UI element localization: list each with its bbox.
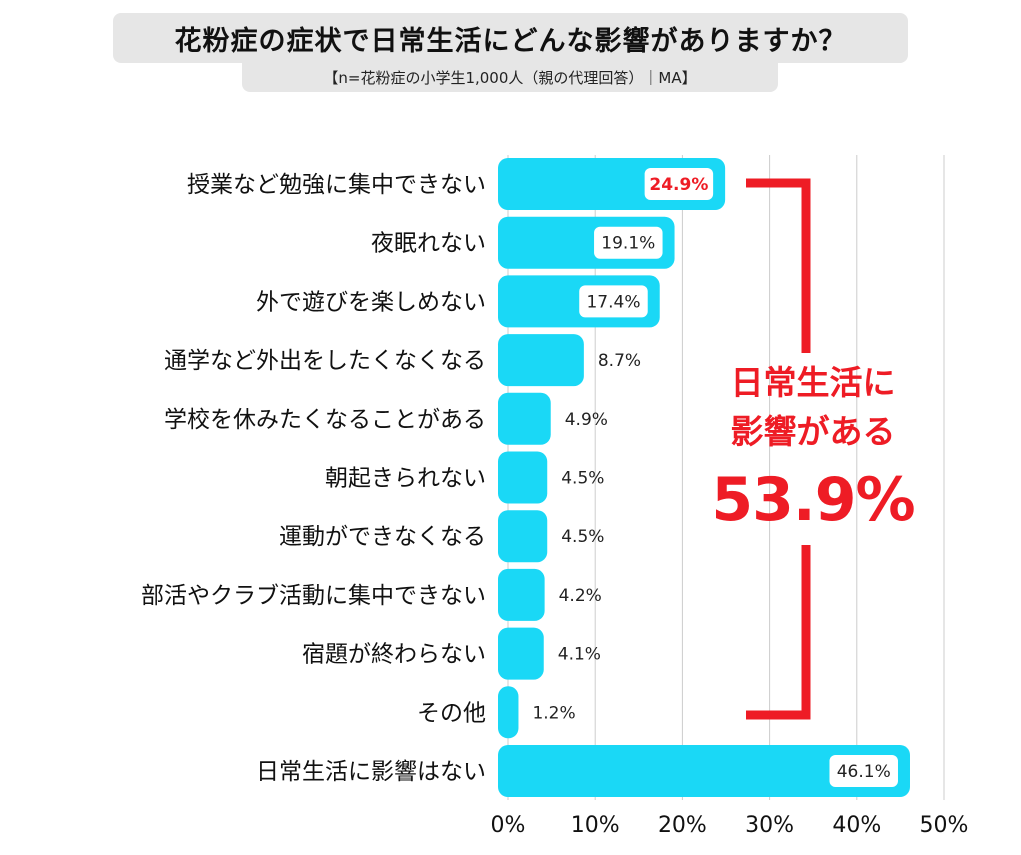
value-label: 46.1% — [837, 762, 891, 782]
value-label-box — [644, 168, 714, 200]
bracket-top — [746, 178, 811, 353]
category-label: 学校を休みたくなることがある — [164, 407, 486, 433]
value-label: 24.9% — [649, 175, 708, 195]
value-label: 4.2% — [559, 586, 602, 606]
bar — [498, 745, 910, 797]
category-label: 朝起きられない — [325, 466, 486, 492]
value-label: 4.9% — [565, 410, 608, 430]
x-tick-label: 20% — [658, 813, 707, 838]
value-label-box — [594, 226, 663, 259]
category-label: 夜眠れない — [371, 231, 486, 257]
x-tick-label: 30% — [745, 813, 794, 838]
callout-line1: 日常生活に — [730, 363, 896, 402]
bar — [498, 686, 519, 739]
bar — [498, 392, 551, 445]
value-label: 4.5% — [561, 527, 604, 547]
x-tick-label: 10% — [571, 813, 620, 838]
value-label: 8.7% — [598, 351, 641, 371]
bar — [498, 334, 584, 387]
value-label: 19.1% — [601, 234, 655, 254]
bar — [498, 627, 544, 680]
x-tick-label: 40% — [832, 813, 881, 838]
callout-line2: 影響がある — [730, 412, 896, 451]
category-label: 日常生活に影響はない — [256, 759, 486, 785]
callout-value: 53.9% — [711, 465, 915, 535]
category-label: その他 — [417, 700, 486, 726]
category-label: 授業など勉強に集中できない — [187, 172, 486, 198]
value-label: 17.4% — [586, 292, 640, 312]
bar — [498, 451, 548, 504]
value-label: 1.2% — [532, 703, 575, 723]
bar — [498, 568, 545, 621]
x-tick-label: 0% — [491, 813, 526, 838]
bar — [498, 510, 548, 563]
value-label-box — [829, 755, 898, 787]
category-label: 運動ができなくなる — [279, 524, 486, 550]
value-label: 4.5% — [561, 469, 604, 489]
category-label: 部活やクラブ活動に集中できない — [141, 583, 486, 609]
category-label: 外で遊びを楽しめない — [256, 289, 486, 315]
category-label: 宿題が終わらない — [302, 642, 486, 668]
value-label: 4.1% — [558, 645, 601, 665]
value-label-box — [579, 285, 648, 318]
bracket-bottom — [746, 545, 811, 720]
category-label: 通学など外出をしたくなくなる — [164, 348, 486, 374]
x-tick-label: 50% — [920, 813, 969, 838]
chart-title: 花粉症の症状で日常生活にどんな影響がありますか？ — [113, 13, 908, 63]
chart-subtitle: 【n=花粉症の小学生1,000人（親の代理回答）｜MA】 — [242, 63, 778, 92]
